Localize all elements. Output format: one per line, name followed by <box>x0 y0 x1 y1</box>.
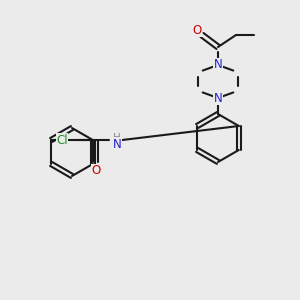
Text: H: H <box>113 133 121 143</box>
Text: N: N <box>113 137 122 151</box>
Text: Cl: Cl <box>56 134 68 146</box>
Text: N: N <box>214 58 222 71</box>
Text: N: N <box>214 92 222 104</box>
Text: O: O <box>92 164 101 178</box>
Text: O: O <box>192 23 202 37</box>
